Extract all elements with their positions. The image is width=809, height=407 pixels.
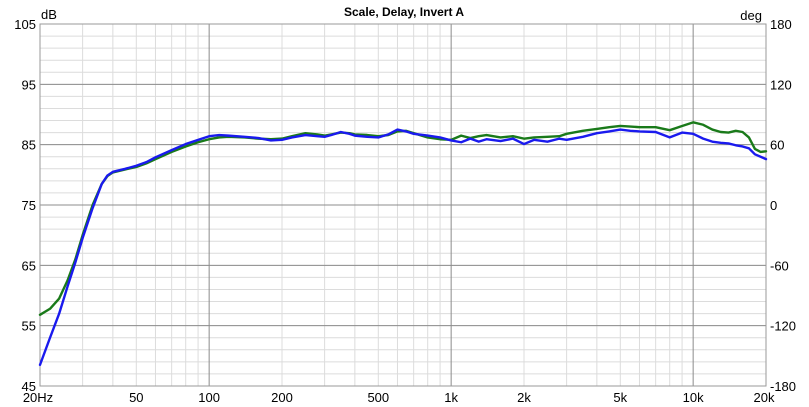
y2-unit-label: deg xyxy=(740,8,762,23)
y-tick-label: 65 xyxy=(22,258,36,273)
y2-tick-label: 0 xyxy=(770,198,777,213)
x-tick-label: 5k xyxy=(613,390,627,405)
x-tick-labels: 20Hz 50 100 200 500 1k 2k 5k 10k 20k xyxy=(23,390,775,405)
y-tick-label: 95 xyxy=(22,77,36,92)
y2-tick-label: 60 xyxy=(770,138,784,153)
y-tick-label: 105 xyxy=(14,17,36,32)
series-layer xyxy=(38,121,768,367)
y-unit-label: dB xyxy=(41,7,57,22)
x-tick-label: 10k xyxy=(683,390,704,405)
series-line-1 xyxy=(38,121,768,317)
y-tick-label: 55 xyxy=(22,319,36,334)
y-tick-label: 75 xyxy=(22,198,36,213)
x-tick-label: 2k xyxy=(517,390,531,405)
y-tick-label: 85 xyxy=(22,138,36,153)
x-tick-label: 500 xyxy=(367,390,389,405)
y2-tick-labels: 180 120 60 0 -60 -120 -180 xyxy=(770,17,796,394)
major-grid xyxy=(40,23,766,387)
x-tick-label: 100 xyxy=(198,390,220,405)
y2-tick-label: 180 xyxy=(770,17,792,32)
y2-tick-label: -120 xyxy=(770,319,796,334)
chart-title: Scale, Delay, Invert A xyxy=(344,5,464,19)
x-tick-label: 20Hz xyxy=(23,390,53,405)
y-tick-labels: 105 95 85 75 65 55 45 xyxy=(14,17,36,394)
x-tick-label: 200 xyxy=(271,390,293,405)
y-tick-label: 45 xyxy=(22,379,36,394)
plot-border xyxy=(39,23,767,387)
series-line-2 xyxy=(38,128,768,367)
x-tick-label: 50 xyxy=(129,390,143,405)
x-tick-label: 20k xyxy=(754,390,775,405)
y2-tick-label: 120 xyxy=(770,77,792,92)
x-tick-label: 1k xyxy=(444,390,458,405)
y2-tick-label: -60 xyxy=(770,258,789,273)
y2-tick-label: -180 xyxy=(770,379,796,394)
